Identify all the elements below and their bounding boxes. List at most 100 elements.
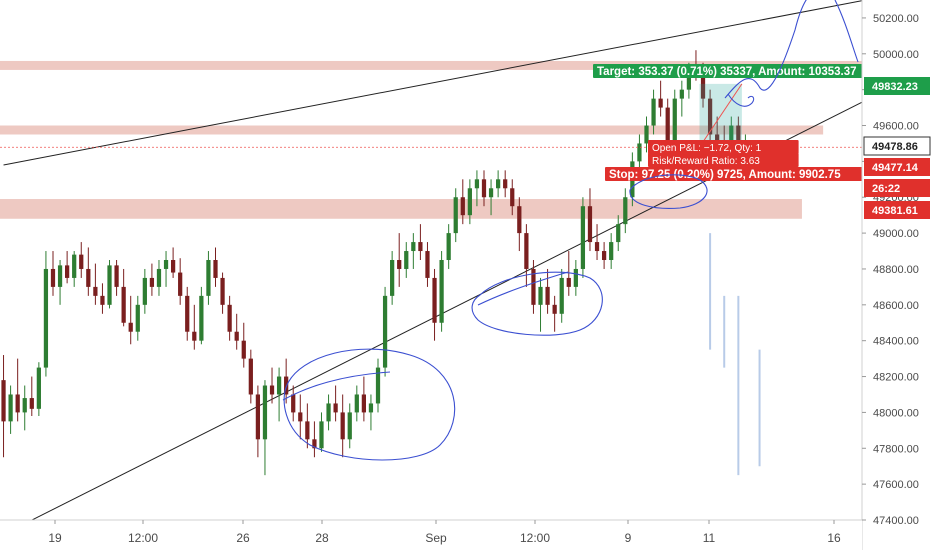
freehand-path-projection: [724, 0, 859, 99]
candle: [149, 263, 155, 296]
candle-body: [8, 394, 13, 422]
time-tick-label: 9: [625, 531, 632, 545]
price-tick-label: 47800.00: [873, 443, 919, 455]
candle: [609, 233, 614, 269]
time-tick-label: 16: [827, 531, 841, 545]
position-rr-label: Risk/Reward Ratio: 3.63: [648, 153, 799, 167]
candle-body: [715, 134, 720, 144]
candle: [411, 233, 416, 269]
price-tick-label: 47400.00: [873, 515, 919, 527]
candle: [170, 247, 176, 278]
candle-body: [50, 268, 56, 287]
candle-body: [156, 268, 162, 287]
candle-body: [234, 331, 239, 341]
candle-body: [298, 412, 303, 422]
candle-body: [453, 197, 458, 234]
candle: [248, 349, 253, 404]
price-label-text: 26:22: [872, 183, 900, 195]
candle-body: [390, 260, 395, 296]
candle: [8, 385, 13, 434]
price-label-text: 49832.23: [872, 81, 918, 93]
candle: [121, 268, 126, 327]
candle: [594, 224, 600, 260]
time-axis[interactable]: 19 12:00 26 28 Sep 12:00 9 11 16: [0, 519, 862, 550]
candle-body: [623, 197, 628, 225]
candle: [326, 394, 331, 431]
position-pnl-label-text: Open P&L: −1.72, Qty: 1: [652, 143, 762, 154]
projected-bars: [709, 233, 761, 476]
price-label: 26:22: [864, 179, 930, 197]
candle-body: [135, 304, 140, 332]
candle: [128, 295, 133, 345]
candle: [1, 355, 6, 458]
candle: [460, 179, 465, 225]
candle: [220, 272, 225, 314]
freehand-ellipse-middle: [471, 271, 603, 336]
candle-body: [665, 107, 670, 144]
candle: [418, 224, 423, 260]
position-pnl-label: Open P&L: −1.72, Qty: 1: [648, 140, 799, 154]
candle-body: [114, 265, 119, 287]
candle: [50, 251, 56, 296]
candle-body: [474, 179, 480, 189]
candle-body: [178, 272, 183, 296]
price-label: 49477.14: [864, 158, 930, 176]
candle-body: [538, 286, 543, 305]
price-tick-label: 47600.00: [873, 479, 919, 491]
candle-body: [100, 295, 105, 305]
candle-body: [496, 179, 501, 189]
candle-body: [326, 403, 331, 422]
candle-body: [672, 98, 677, 144]
candle-body: [411, 242, 416, 252]
candle: [390, 251, 395, 305]
candle-body: [241, 340, 246, 359]
position-stop-label: Stop: 97.25 (0.20%) 9725, Amount: 9902.7…: [605, 167, 868, 181]
price-tick-label: 50000.00: [873, 49, 919, 61]
candle-body: [361, 394, 366, 413]
candle: [517, 197, 522, 252]
time-tick-label: 11: [703, 531, 716, 545]
candle: [156, 260, 162, 296]
candle: [531, 260, 536, 314]
price-label-text: 49477.14: [872, 162, 919, 174]
zone-1: [0, 125, 824, 135]
price-label-bg: [864, 201, 930, 219]
candle-body: [559, 277, 564, 314]
candle-body: [573, 268, 578, 287]
candle-body: [488, 188, 494, 198]
candle: [185, 286, 190, 341]
candle-body: [142, 277, 147, 305]
position-stop-label-bg: [605, 167, 868, 181]
candle-body: [375, 367, 381, 404]
freehand-loop: [727, 93, 755, 107]
candle-body: [531, 268, 536, 305]
candle-body: [312, 439, 317, 449]
candle: [340, 394, 345, 458]
candle: [425, 242, 430, 287]
candle: [538, 277, 543, 332]
candle: [65, 251, 70, 284]
candle-body: [93, 286, 98, 296]
candle-body: [397, 260, 402, 269]
candle: [601, 242, 607, 269]
price-label: 49381.61: [864, 201, 930, 219]
candle-body: [269, 385, 275, 395]
candle-body: [284, 376, 289, 395]
candle-body: [220, 277, 225, 305]
candle: [644, 116, 649, 153]
price-label: 49478.86: [863, 136, 931, 156]
price-tick-label: 48200.00: [873, 372, 919, 384]
candle-body: [700, 75, 706, 99]
candle-body: [121, 286, 126, 323]
long-position-tool[interactable]: Target: 353.37 (0.71%) 35337, Amount: 10…: [0, 64, 887, 181]
candle-body: [587, 206, 593, 243]
candle-body: [15, 394, 20, 413]
candle: [178, 258, 183, 305]
candle: [566, 251, 571, 296]
candle: [446, 224, 451, 269]
position-stop-label-text: Stop: 97.25 (0.20%) 9725, Amount: 9902.7…: [609, 169, 841, 181]
candle-body: [729, 125, 734, 153]
candle-body: [340, 412, 345, 440]
candle: [36, 362, 41, 416]
